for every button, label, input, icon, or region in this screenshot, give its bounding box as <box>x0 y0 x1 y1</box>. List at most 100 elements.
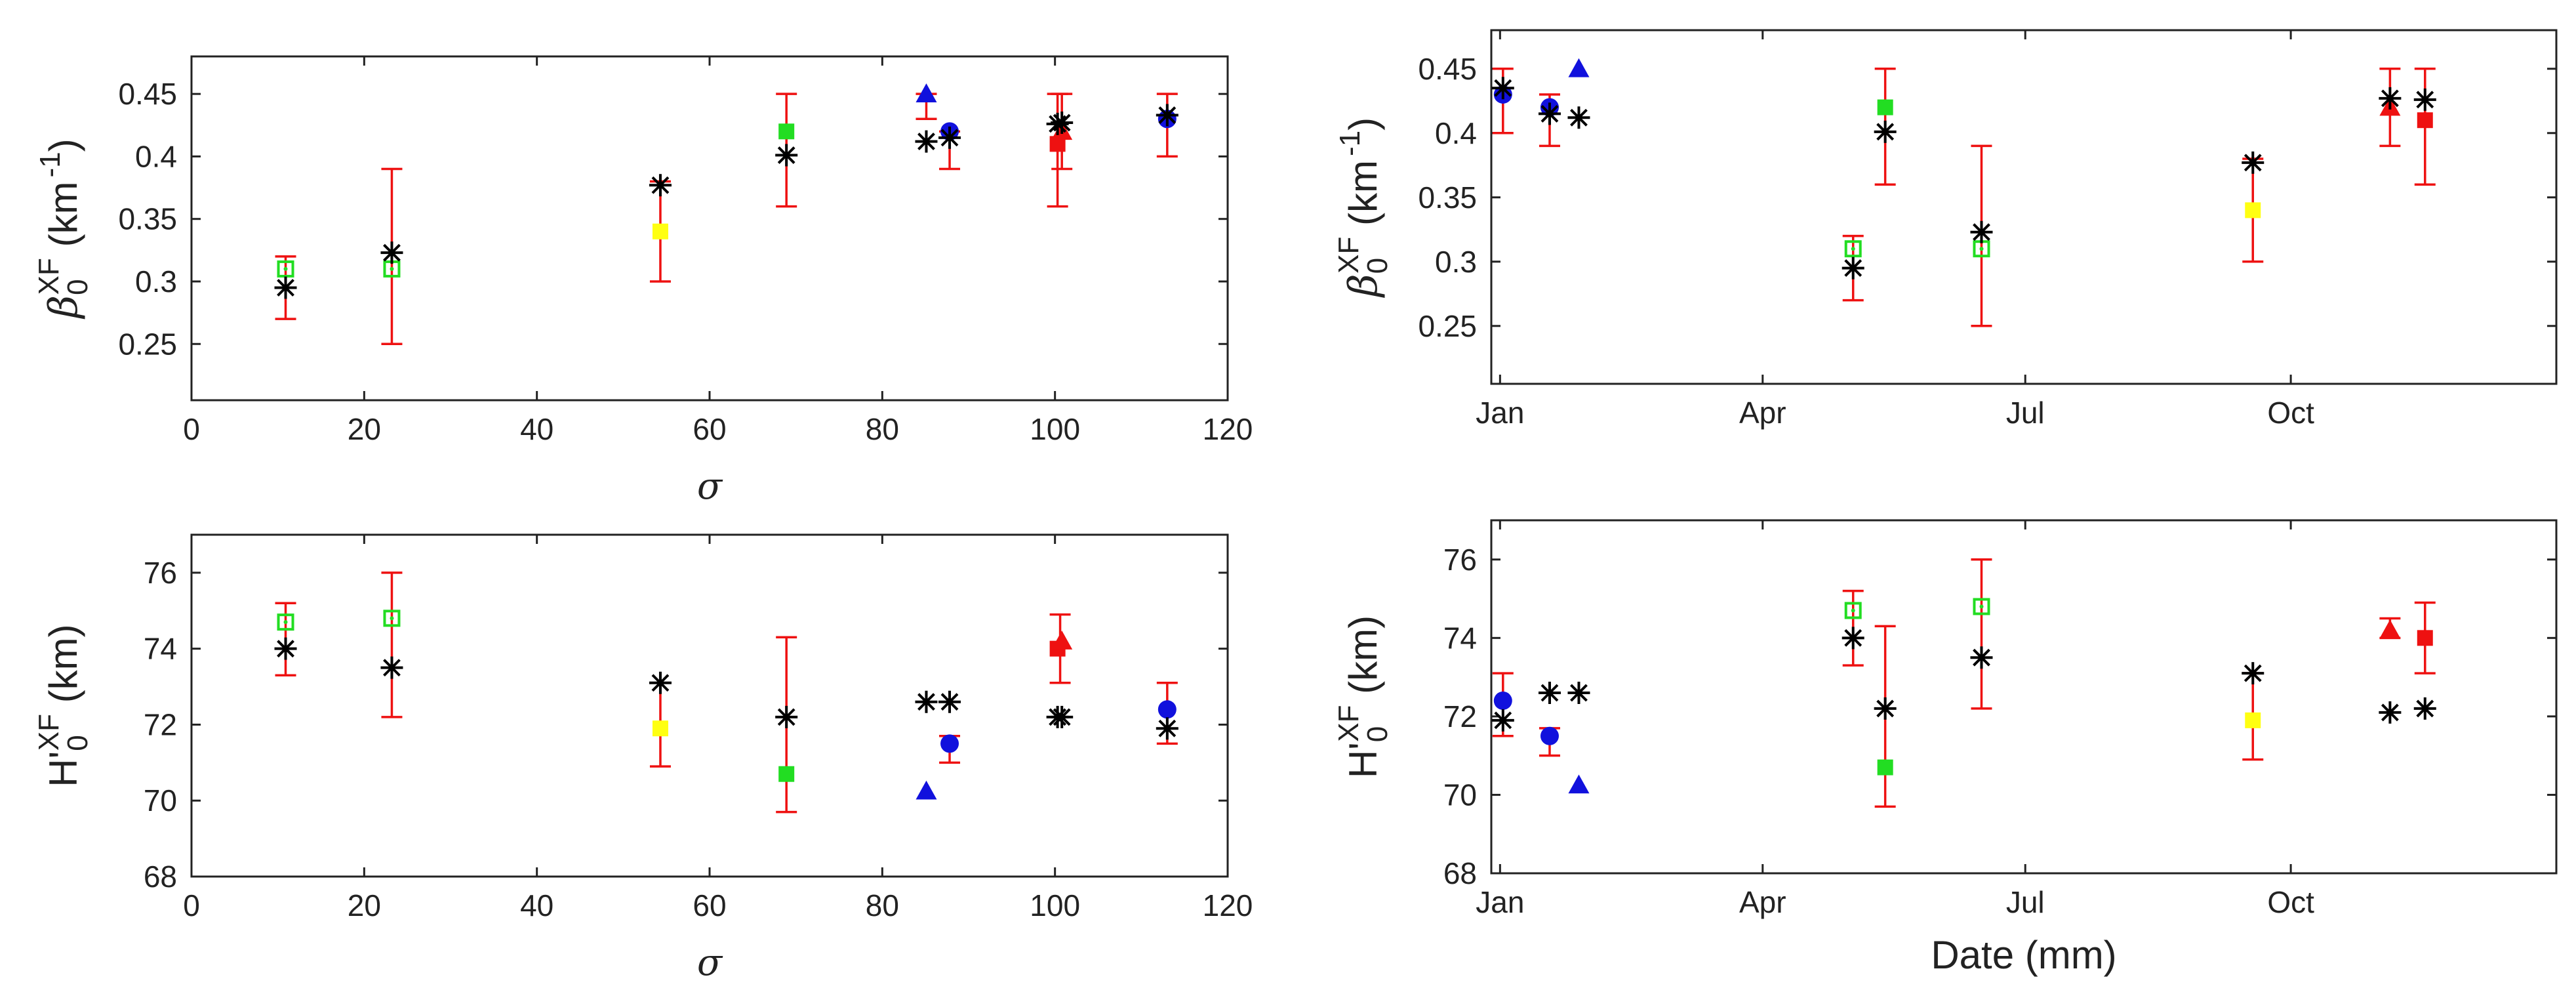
marker-open-square-dot <box>1851 608 1855 613</box>
marker-triangle <box>1568 774 1590 794</box>
data-point <box>2413 88 2436 111</box>
y-label-symbol: β <box>1340 274 1386 298</box>
data-point <box>775 144 798 167</box>
y-label-superscript: XF <box>1333 237 1365 274</box>
y-label-subscript: 0 <box>1361 726 1394 742</box>
marker-triangle <box>1568 58 1590 77</box>
data-point <box>1568 774 1590 794</box>
marker-asterisk <box>1567 682 1590 705</box>
error-bar <box>381 571 403 718</box>
marker-open-square <box>277 260 294 278</box>
y-tick-label: 72 <box>144 707 177 741</box>
y-tick-label: 0.3 <box>1435 245 1477 279</box>
data-point <box>2242 662 2264 685</box>
data-point <box>277 613 294 631</box>
y-tick-label: 70 <box>144 783 177 818</box>
y-tick-label: 74 <box>1443 621 1477 655</box>
y-label-unit-exponent: -1 <box>34 152 66 177</box>
data-point <box>649 671 672 694</box>
data-point <box>1568 58 1590 77</box>
marker-open-square <box>1844 602 1862 619</box>
x-axis-label: Date (mm) <box>1931 933 2116 977</box>
data-point <box>915 690 938 713</box>
data-point <box>1567 106 1590 129</box>
y-label-unit: (km) <box>41 624 85 714</box>
data-point <box>1491 77 1514 100</box>
marker-square <box>2417 630 2433 646</box>
y-label-unit: (km <box>41 182 85 259</box>
data-point <box>916 83 937 102</box>
marker-asterisk <box>1874 120 1897 143</box>
x-axis-label: σ <box>697 942 723 984</box>
data-point <box>1156 717 1178 740</box>
y-axis-label: β0XF (km -1) <box>33 138 94 319</box>
marker-open-square-dot <box>390 266 394 271</box>
marker-asterisk <box>274 276 297 299</box>
y-label-symbol: H' <box>1341 742 1385 778</box>
data-point <box>1844 240 1862 258</box>
marker-triangle <box>916 83 937 102</box>
marker-circle <box>1493 691 1512 710</box>
marker-square <box>652 720 668 737</box>
data-point <box>2413 697 2436 720</box>
data-point <box>2379 87 2402 110</box>
x-tick-label: Jan <box>1476 396 1524 430</box>
y-axis-label: β0XF (km -1) <box>1333 117 1394 298</box>
marker-open-square <box>277 613 294 631</box>
data-point <box>775 705 798 728</box>
marker-triangle <box>1051 631 1073 650</box>
y-tick-label: 0.35 <box>1418 180 1477 215</box>
marker-open-square-dot <box>283 266 288 271</box>
marker-asterisk <box>380 241 403 264</box>
data-point <box>1051 705 1074 728</box>
marker-asterisk <box>2379 87 2402 110</box>
y-tick-label: 0.35 <box>118 202 177 236</box>
marker-open-square-dot <box>283 620 288 625</box>
x-tick-label: 20 <box>348 412 381 446</box>
plot-frame <box>190 533 1229 878</box>
marker-open-square-dot <box>390 616 394 621</box>
x-tick-label: 120 <box>1203 412 1253 446</box>
data-point <box>649 174 672 197</box>
data-point <box>938 690 961 713</box>
marker-open-square <box>1973 598 1990 615</box>
marker-asterisk <box>1491 709 1514 732</box>
x-tick-label: 100 <box>1030 888 1080 922</box>
marker-asterisk <box>2413 697 2436 720</box>
data-point <box>1841 627 1864 650</box>
x-tick-label: 120 <box>1203 888 1253 922</box>
x-tick-label: 20 <box>348 888 381 922</box>
y-tick-label: 0.25 <box>1418 309 1477 343</box>
data-point <box>1844 602 1862 619</box>
data-point <box>1538 102 1561 125</box>
marker-triangle <box>916 780 937 800</box>
data-point <box>2417 630 2433 646</box>
data-point <box>1970 646 1993 669</box>
x-tick-label: Apr <box>1739 396 1786 430</box>
x-tick-label: 60 <box>693 412 726 446</box>
marker-asterisk <box>1970 646 1993 669</box>
marker-asterisk <box>938 126 961 149</box>
data-point <box>1874 120 1897 143</box>
data-point <box>2245 202 2261 218</box>
data-point <box>940 734 959 753</box>
marker-asterisk <box>1538 102 1561 125</box>
marker-asterisk <box>649 671 672 694</box>
data-point <box>1841 257 1864 280</box>
data-point <box>383 610 401 627</box>
data-point <box>1538 682 1561 705</box>
x-tick-label: 80 <box>866 412 899 446</box>
marker-asterisk <box>2413 88 2436 111</box>
marker-asterisk <box>1538 682 1561 705</box>
marker-square <box>1877 759 1893 776</box>
data-point <box>2417 112 2433 129</box>
y-label-superscript: XF <box>33 258 65 295</box>
data-point <box>277 260 294 278</box>
data-point <box>1493 691 1512 710</box>
marker-circle <box>940 734 959 753</box>
y-label-unit: (km <box>1341 160 1385 237</box>
marker-asterisk <box>775 144 798 167</box>
data-point <box>915 130 938 153</box>
